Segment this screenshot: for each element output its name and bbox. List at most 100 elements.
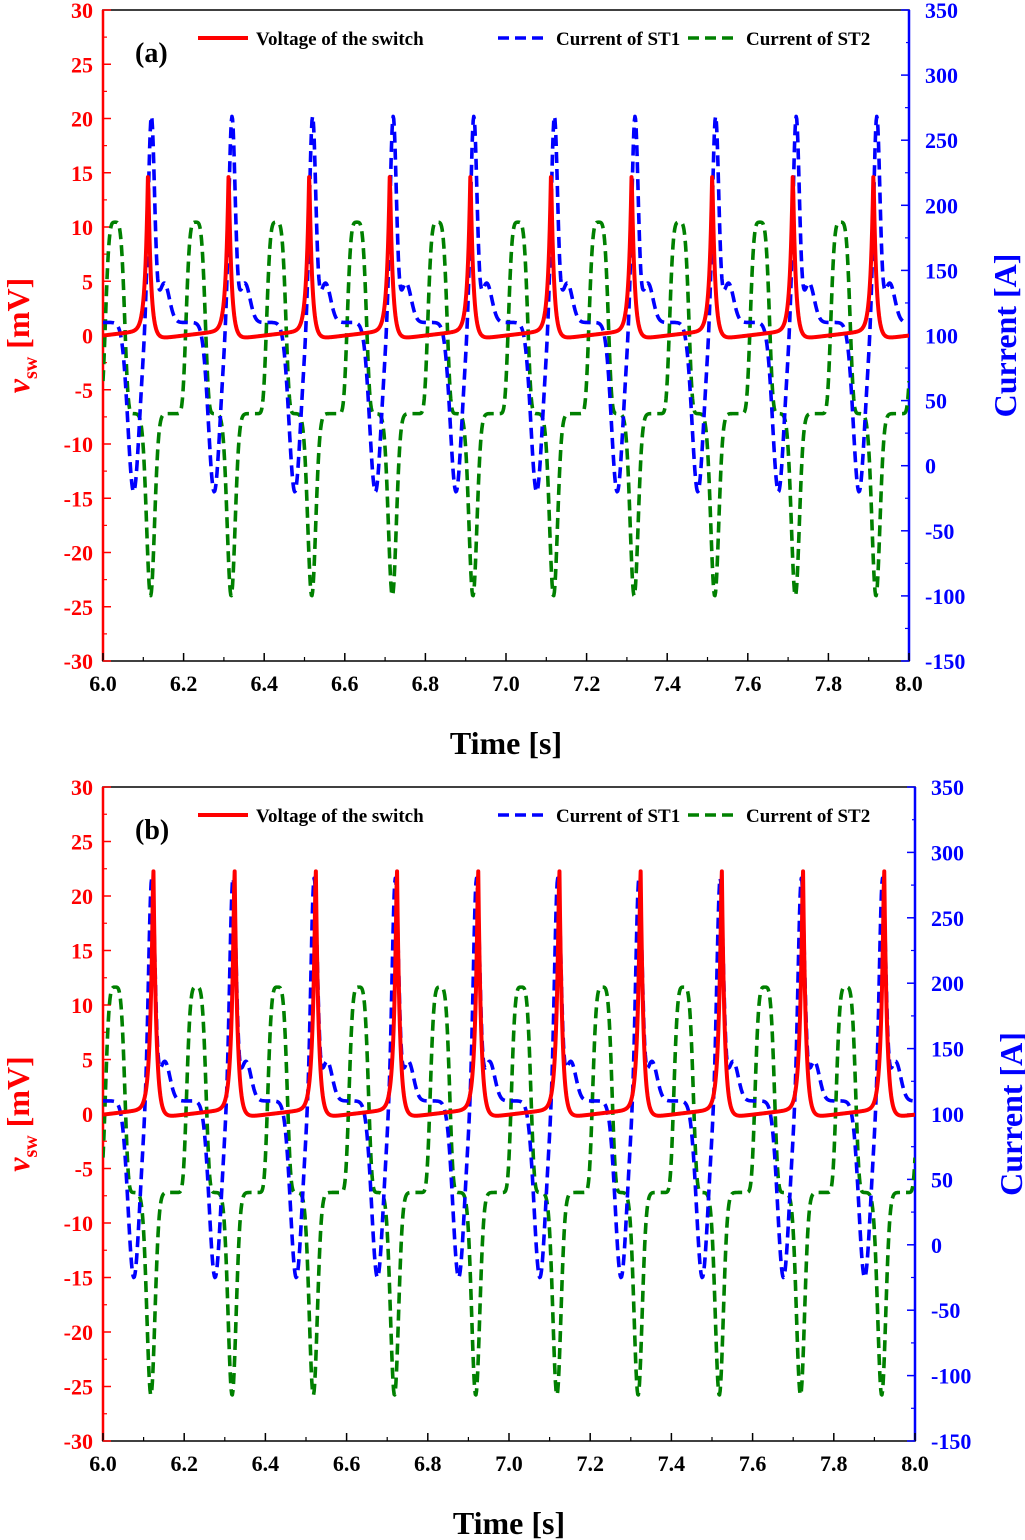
- x-tick-label: 6.0: [89, 671, 117, 696]
- y-right-tick-label: 100: [931, 1102, 964, 1127]
- y-right-tick-label: 0: [925, 454, 936, 479]
- y-left-tick-label: 25: [71, 830, 93, 855]
- legend-label: Current of ST1: [556, 806, 680, 827]
- y-left-tick-label: 15: [71, 161, 93, 186]
- y-right-tick-label: 300: [925, 63, 958, 88]
- y-left-tick-label: -30: [64, 1429, 93, 1454]
- y-right-tick-label: 200: [931, 971, 964, 996]
- x-tick-label: 7.4: [658, 1451, 686, 1476]
- legend-label: Current of ST1: [556, 29, 680, 50]
- x-axis-title: Time [s]: [450, 725, 562, 761]
- y-left-tick-label: -20: [64, 541, 93, 566]
- y-right-tick-label: 250: [931, 906, 964, 931]
- x-tick-label: 7.4: [653, 671, 681, 696]
- y-left-tick-label: -30: [64, 649, 93, 674]
- x-axis-title: Time [s]: [453, 1505, 565, 1540]
- x-tick-label: 7.0: [492, 671, 520, 696]
- y-left-title-var: v: [0, 378, 36, 393]
- y-right-axis-title: Current [A]: [993, 1032, 1025, 1196]
- legend-bg: [195, 793, 912, 837]
- legend-bg: [195, 16, 906, 60]
- y-right-tick-label: -50: [931, 1298, 960, 1323]
- y-right-tick-label: -150: [925, 649, 965, 674]
- y-left-tick-label: -25: [64, 1375, 93, 1400]
- y-right-tick-label: 100: [925, 324, 958, 349]
- x-tick-label: 8.0: [901, 1451, 929, 1476]
- y-right-tick-label: -150: [931, 1429, 971, 1454]
- y-right-axis-title: Current [A]: [987, 254, 1023, 418]
- y-left-axis-title: vsw [mV]: [0, 278, 42, 394]
- y-left-tick-label: 15: [71, 939, 93, 964]
- y-left-tick-label: -10: [64, 1211, 93, 1236]
- y-left-tick-label: 25: [71, 52, 93, 77]
- y-left-axis-title: vsw [mV]: [0, 1056, 42, 1172]
- series-line-current-of-st2: [103, 220, 909, 598]
- y-right-tick-label: -100: [925, 584, 965, 609]
- y-left-title-sub: sw: [20, 356, 42, 379]
- y-left-title-sub: sw: [20, 1135, 42, 1158]
- y-right-tick-label: 150: [925, 258, 958, 283]
- y-left-tick-label: 0: [82, 324, 93, 349]
- legend-label: Current of ST2: [746, 806, 870, 827]
- y-left-title-var: v: [0, 1157, 36, 1172]
- y-left-tick-label: -5: [75, 1157, 93, 1182]
- y-right-tick-label: 250: [925, 128, 958, 153]
- x-tick-label: 6.4: [252, 1451, 280, 1476]
- y-left-tick-label: 10: [71, 993, 93, 1018]
- x-tick-label: 7.2: [576, 1451, 604, 1476]
- x-tick-label: 7.0: [495, 1451, 523, 1476]
- x-tick-label: 6.2: [170, 1451, 198, 1476]
- chart-panel-b: 6.0 6.2 6.4 6.6 6.8 7.0 7.2 7.4 7.6 7.8 8.0 -30 -25 -…: [0, 775, 1025, 1540]
- y-left-tick-label: -25: [64, 595, 93, 620]
- x-tick-label: 6.8: [414, 1451, 442, 1476]
- y-right-tick-label: 300: [931, 840, 964, 865]
- y-left-tick-label: 20: [71, 884, 93, 909]
- y-left-tick-label: 5: [82, 1048, 93, 1073]
- x-tick-label: 6.6: [331, 671, 359, 696]
- series-line-voltage-of-the-switch: [103, 175, 909, 340]
- x-tick-label: 7.2: [573, 671, 601, 696]
- y-left-title-unit: [mV]: [0, 278, 36, 357]
- y-left-tick-label: 20: [71, 107, 93, 132]
- y-right-tick-label: 50: [931, 1167, 953, 1192]
- y-left-title-unit: [mV]: [0, 1056, 36, 1135]
- x-tick-label: 7.6: [739, 1451, 767, 1476]
- y-left-tick-label: 10: [71, 215, 93, 240]
- y-right-tick-label: 0: [931, 1233, 942, 1258]
- x-tick-label: 8.0: [895, 671, 923, 696]
- x-tick-label: 7.8: [815, 671, 843, 696]
- chart-panel-a: 6.0 6.2 6.4 6.6 6.8 7.0 7.2 7.4 7.6 7.8 8.0 -30 -25 -…: [0, 0, 1023, 761]
- panel-label: (b): [135, 815, 169, 846]
- legend: Voltage of the switch Current of ST1 Curre…: [195, 793, 912, 837]
- panel-label: (a): [135, 38, 168, 69]
- y-left-tick-label: -20: [64, 1320, 93, 1345]
- x-tick-label: 7.6: [734, 671, 762, 696]
- y-left-tick-label: 30: [71, 775, 93, 800]
- x-tick-label: 7.8: [820, 1451, 848, 1476]
- x-tick-label: 6.6: [333, 1451, 361, 1476]
- legend-label: Current of ST2: [746, 29, 870, 50]
- y-left-tick-label: 30: [71, 0, 93, 23]
- y-right-tick-label: 350: [925, 0, 958, 23]
- series-line-voltage-of-the-switch: [103, 869, 915, 1118]
- y-left-tick-label: 5: [82, 269, 93, 294]
- y-left-tick-label: -10: [64, 432, 93, 457]
- y-right-tick-label: 150: [931, 1037, 964, 1062]
- legend-label: Voltage of the switch: [256, 29, 424, 50]
- y-left-tick-label: -15: [64, 1266, 93, 1291]
- series-line-current-of-st2: [103, 985, 915, 1397]
- y-right-tick-label: 350: [931, 775, 964, 800]
- y-left-tick-label: 0: [82, 1102, 93, 1127]
- x-tick-label: 6.8: [412, 671, 440, 696]
- x-tick-label: 6.4: [250, 671, 278, 696]
- y-left-tick-label: -5: [75, 378, 93, 403]
- x-tick-label: 6.2: [170, 671, 198, 696]
- series-line-current-of-st1: [103, 114, 909, 494]
- x-tick-label: 6.0: [89, 1451, 117, 1476]
- y-right-tick-label: -50: [925, 519, 954, 544]
- legend: Voltage of the switch Current of ST1 Curre…: [195, 16, 906, 60]
- y-right-tick-label: -100: [931, 1364, 971, 1389]
- y-right-tick-label: 200: [925, 193, 958, 218]
- legend-label: Voltage of the switch: [256, 806, 424, 827]
